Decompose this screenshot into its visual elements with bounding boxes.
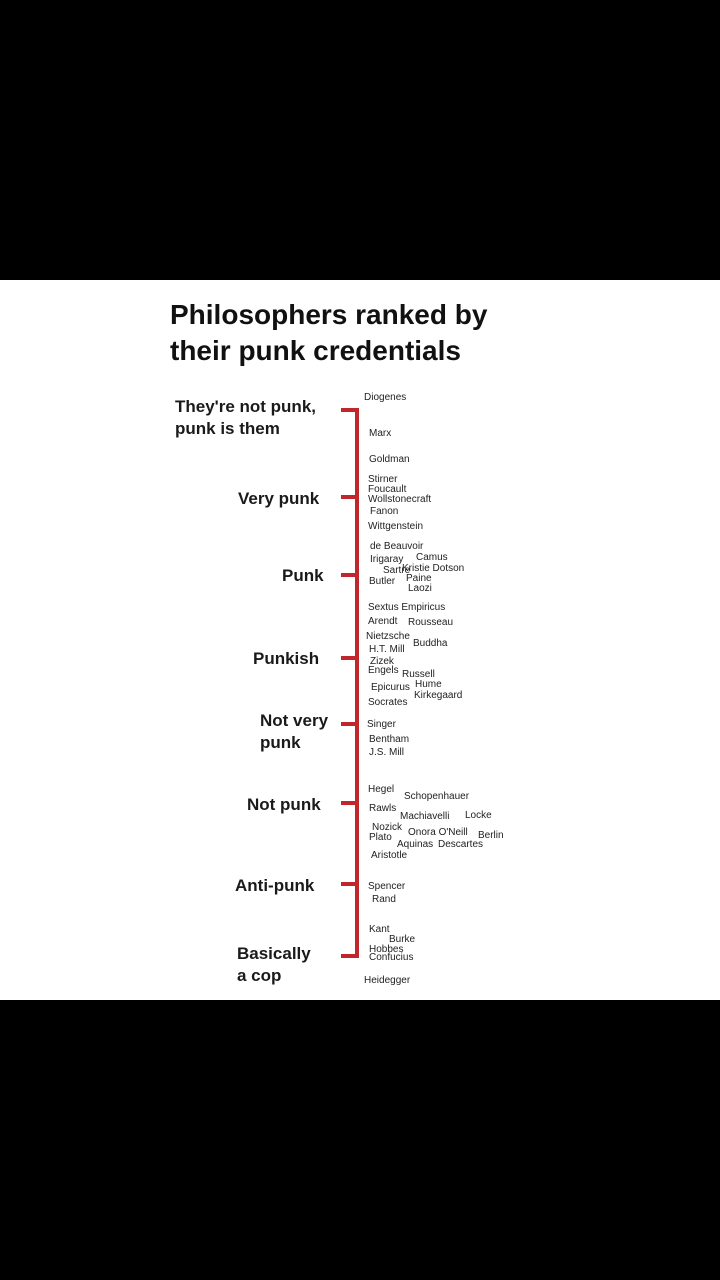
philosopher-name: Onora O'Neill	[408, 827, 468, 838]
philosopher-name: Hobbes	[369, 944, 403, 955]
philosopher-name: Wittgenstein	[368, 521, 423, 532]
philosopher-name: Camus	[416, 552, 448, 563]
philosopher-name: Rand	[372, 894, 396, 905]
level-label: Not punk	[247, 795, 321, 814]
philosopher-name: Stirner	[368, 474, 398, 485]
level-label: Very punk	[238, 489, 320, 508]
philosopher-name: Zizek	[370, 656, 395, 667]
philosopher-name: Paine	[406, 573, 432, 584]
philosopher-name: Heidegger	[364, 975, 411, 986]
philosopher-name: Rawls	[369, 803, 396, 814]
philosopher-name: Buddha	[413, 638, 448, 649]
philosopher-name: Engels	[368, 665, 399, 676]
philosopher-name: Sextus Empiricus	[368, 602, 445, 613]
philosopher-name: Socrates	[368, 697, 407, 708]
title-line: their punk credentials	[170, 335, 461, 366]
level-label: punk	[260, 733, 301, 752]
philosopher-name: H.T. Mill	[369, 644, 405, 655]
philosopher-name: Aristotle	[371, 850, 408, 861]
philosopher-name: Burke	[389, 934, 416, 945]
level-label: punk is them	[175, 419, 280, 438]
philosopher-name: Russell	[402, 669, 435, 680]
philosopher-name: Diogenes	[364, 392, 406, 403]
philosopher-name: Kristie Dotson	[402, 563, 464, 574]
level-label: Not very	[260, 711, 329, 730]
philosopher-name: Butler	[369, 576, 396, 587]
philosopher-name: Descartes	[438, 839, 483, 850]
level-label: a cop	[237, 966, 281, 985]
title-line: Philosophers ranked by	[170, 299, 488, 330]
philosopher-name: Schopenhauer	[404, 791, 470, 802]
philosopher-name: J.S. Mill	[369, 747, 404, 758]
bracket	[341, 408, 359, 958]
philosopher-name: Aquinas	[397, 839, 433, 850]
philosopher-name: Laozi	[408, 583, 432, 594]
philosopher-name: Sartre	[383, 565, 411, 576]
philosopher-name: Marx	[369, 428, 391, 439]
image-panel	[0, 280, 720, 1000]
philosopher-name: Hegel	[368, 784, 394, 795]
level-label: Basically	[237, 944, 311, 963]
philosopher-name: Bentham	[369, 734, 409, 745]
philosopher-name: Arendt	[368, 616, 398, 627]
level-label: They're not punk,	[175, 397, 316, 416]
philosopher-name: Hume	[415, 679, 442, 690]
philosopher-name: Spencer	[368, 881, 406, 892]
philosopher-name: Kirkegaard	[414, 690, 462, 701]
philosopher-name: Irigaray	[370, 554, 403, 565]
philosopher-name: Wollstonecraft	[368, 494, 431, 505]
philosopher-name: Confucius	[369, 952, 413, 963]
philosopher-name: Singer	[367, 719, 397, 730]
philosopher-name: Plato	[369, 832, 392, 843]
philosopher-name: Nietzsche	[366, 631, 410, 642]
philosopher-name: Kant	[369, 924, 390, 935]
philosopher-name: Epicurus	[371, 682, 410, 693]
philosopher-name: Machiavelli	[400, 811, 449, 822]
level-label: Punk	[282, 566, 324, 585]
level-label: Punkish	[253, 649, 319, 668]
philosopher-name: Goldman	[369, 454, 410, 465]
philosopher-name: Locke	[465, 810, 492, 821]
philosopher-name: Rousseau	[408, 617, 453, 628]
philosopher-name: de Beauvoir	[370, 541, 424, 552]
philosopher-name: Berlin	[478, 830, 504, 841]
philosopher-name: Foucault	[368, 484, 407, 495]
level-label: Anti-punk	[235, 876, 315, 895]
philosopher-name: Fanon	[370, 506, 398, 517]
philosopher-name: Nozick	[372, 822, 403, 833]
